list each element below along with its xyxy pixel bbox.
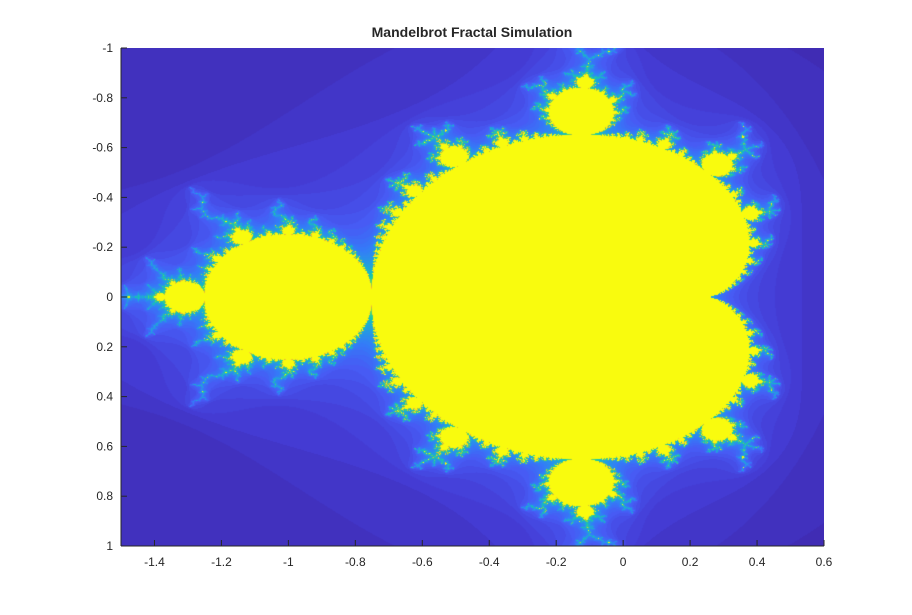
y-tick-label: 0 [106,290,113,304]
chart-title: Mandelbrot Fractal Simulation [371,24,573,40]
x-tick-label: -1 [283,555,294,569]
y-tick-label: -0.4 [92,190,113,204]
y-tick-label: -1 [102,41,113,55]
x-tick-label: 0.2 [682,555,699,569]
x-tick-label: -0.8 [345,555,366,569]
y-tick-label: -0.2 [92,240,113,254]
y-tick-label: 0.4 [96,390,113,404]
mandelbrot-heatmap [121,48,824,546]
y-tick-label: -0.8 [92,91,113,105]
x-tick-label: 0.6 [816,555,833,569]
x-tick-label: -1.4 [144,555,165,569]
x-tick-label: -0.6 [412,555,433,569]
x-tick-label: -0.2 [546,555,567,569]
x-tick-label: 0 [620,555,627,569]
y-tick-label: 0.6 [96,439,113,453]
x-tick-label: -0.4 [479,555,500,569]
y-tick-label: 0.2 [96,340,113,354]
y-tick-label: -0.6 [92,141,113,155]
y-tick-label: 1 [106,539,113,553]
y-tick-label: 0.8 [96,489,113,503]
x-tick-label: 0.4 [749,555,766,569]
x-tick-label: -1.2 [211,555,232,569]
